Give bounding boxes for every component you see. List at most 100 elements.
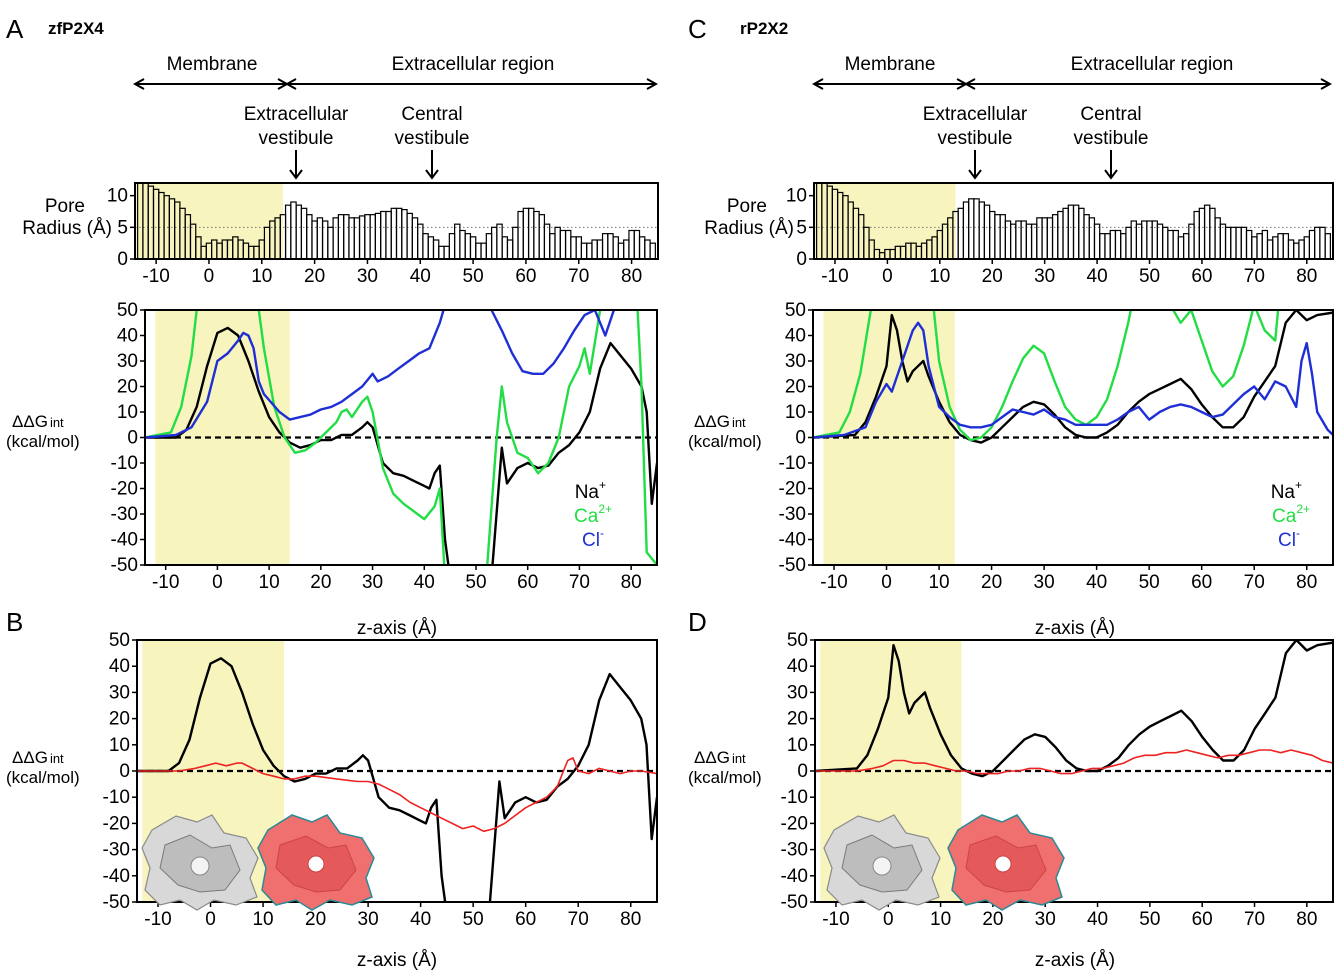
pore-label: Pore — [727, 196, 767, 217]
bar — [580, 242, 588, 259]
bar — [1287, 239, 1295, 259]
y-tick-label: -40 — [779, 530, 806, 551]
extracellular-region-label: Extracellular region — [392, 54, 555, 75]
bar — [601, 233, 609, 259]
x-tick-label: 50 — [1139, 909, 1160, 930]
series-na-line — [145, 326, 657, 565]
x-tick-label: 10 — [259, 572, 280, 593]
energy-plot-a: -10 0 10 20 30 40 50 60 70 80 -50 -40 -30 -20 -10 0 10 20… — [111, 300, 658, 593]
x-tick-label: 70 — [568, 266, 589, 287]
y-tick-label: 50 — [109, 630, 130, 651]
x-tick-label: 10 — [928, 572, 949, 593]
bar — [432, 239, 440, 259]
ddg-unit: (kcal/mol) — [6, 432, 80, 451]
protein-name-zfp2x4: zfP2X4 — [48, 19, 104, 38]
x-tick-label: -10 — [142, 266, 169, 287]
bar — [300, 207, 308, 259]
y-tick-label: -20 — [781, 813, 808, 834]
x-tick-label: 0 — [204, 266, 215, 287]
x-tick-label: 0 — [212, 572, 223, 593]
xaxis-title-d: z-axis (Å) — [1035, 950, 1115, 971]
bar — [983, 204, 991, 259]
bar — [295, 204, 303, 259]
bar — [1072, 204, 1080, 259]
pore-label: Pore — [45, 196, 85, 217]
bar — [464, 233, 472, 259]
bar — [973, 198, 980, 259]
bar — [533, 210, 540, 259]
bar — [401, 209, 408, 259]
protein-thumbnail-red-d — [947, 814, 1065, 911]
x-tick-label: 40 — [1087, 909, 1108, 930]
bar — [1256, 233, 1263, 259]
series-na-line — [815, 640, 1333, 778]
bar — [1141, 220, 1148, 259]
x-tick-label: 60 — [1192, 909, 1213, 930]
pore-radius-label-right: Pore Radius (Å) — [704, 196, 794, 239]
bar — [480, 242, 487, 259]
x-tick-label: 50 — [465, 572, 486, 593]
bar — [1114, 229, 1122, 259]
bar — [374, 212, 382, 259]
bar — [1025, 223, 1033, 259]
bar — [1036, 217, 1043, 259]
bar — [1156, 223, 1164, 259]
y-tick-label: 5 — [796, 217, 807, 238]
bar — [999, 214, 1006, 259]
bar — [475, 242, 482, 259]
bar — [1245, 229, 1253, 259]
x-tick-label: 50 — [1139, 572, 1160, 593]
x-tick-label: 30 — [358, 909, 379, 930]
bar — [448, 233, 456, 259]
bar — [306, 214, 313, 259]
extracellular-vestibule-label-2: vestibule — [259, 128, 334, 149]
x-tick-label: 40 — [1087, 266, 1108, 287]
bar — [968, 198, 975, 259]
bar — [1162, 226, 1169, 259]
y-tick-label: -10 — [779, 453, 806, 474]
xaxis-title-b: z-axis (Å) — [357, 950, 437, 971]
protein-thumbnail-gray-d — [823, 814, 941, 911]
bar — [527, 207, 535, 259]
bar — [390, 207, 398, 259]
x-tick-label: 30 — [362, 572, 383, 593]
bar — [1009, 223, 1017, 259]
bar — [1277, 233, 1284, 259]
series-ca2-line — [145, 310, 657, 565]
ddg-symbol: ΔΔG int — [694, 412, 746, 431]
x-tick-label: -10 — [144, 909, 171, 930]
bar — [1235, 226, 1242, 259]
bar — [522, 207, 530, 259]
y-tick-label: -50 — [111, 555, 138, 576]
y-tick-label: 0 — [797, 761, 808, 782]
x-tick-label: 40 — [1086, 572, 1107, 593]
ddg-label-b: ΔΔG int (kcal/mol) — [6, 748, 80, 787]
ddg-subscript: int — [50, 751, 64, 766]
bar — [353, 217, 361, 259]
bar — [406, 212, 413, 259]
bar — [1230, 226, 1237, 259]
bar — [1057, 210, 1064, 259]
bar — [1319, 226, 1326, 259]
legend-c: Na+ Ca2+ Cl- — [1271, 478, 1310, 551]
x-tick-label: 60 — [515, 909, 536, 930]
x-tick-label: 50 — [463, 266, 484, 287]
bar — [358, 215, 366, 259]
y-tick-label: 30 — [109, 682, 130, 703]
bar — [459, 229, 466, 259]
bar — [1083, 214, 1090, 259]
y-tick-label: -50 — [103, 892, 130, 913]
bar — [1120, 233, 1127, 259]
y-tick-label: 0 — [117, 249, 128, 270]
y-tick-label: 30 — [117, 351, 138, 372]
x-tick-label: 80 — [1296, 909, 1317, 930]
bar — [311, 220, 318, 259]
x-tick-label: -10 — [820, 572, 847, 593]
y-tick-label: 0 — [127, 428, 138, 449]
bar — [1167, 229, 1174, 259]
bar — [554, 226, 561, 259]
bar — [1272, 236, 1279, 259]
xaxis-title-c: z-axis (Å) — [1035, 618, 1115, 639]
bar — [369, 214, 376, 259]
pore-radius-plot-a: -10 0 10 20 30 40 50 60 70 80 0 5 10 — [107, 182, 659, 287]
